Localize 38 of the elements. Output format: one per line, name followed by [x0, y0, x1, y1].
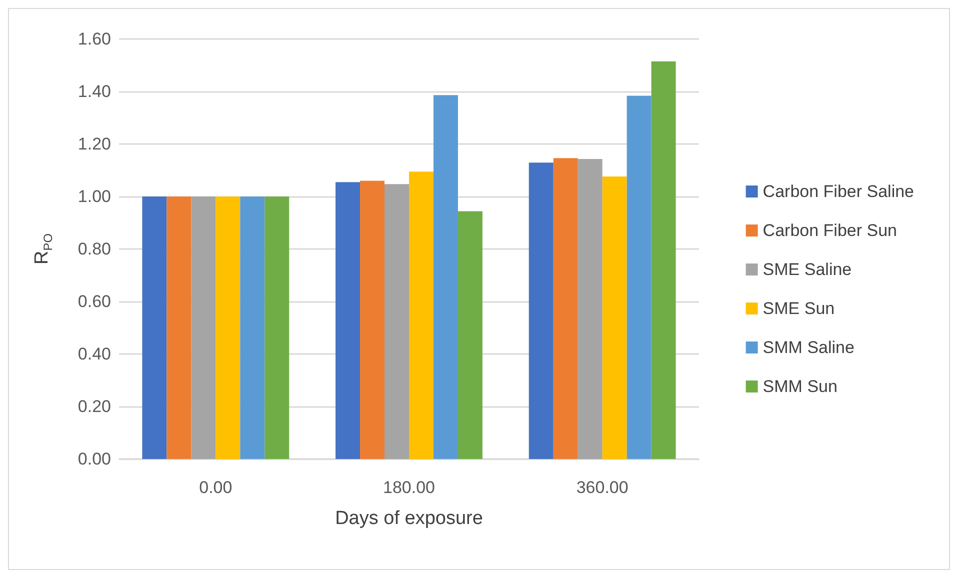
bar: [264, 196, 290, 459]
x-axis-title: Days of exposure: [335, 508, 483, 529]
bar: [553, 158, 578, 459]
bar: [458, 211, 482, 459]
bar: [384, 184, 409, 459]
legend-label: Carbon Fiber Saline: [762, 182, 914, 201]
y-tick-label: 0.00: [78, 450, 111, 468]
bar: [336, 182, 360, 459]
bar: [240, 196, 265, 459]
bar: [578, 158, 602, 459]
y-tick-label: 0.40: [78, 344, 111, 364]
y-tick-label: 1.20: [78, 134, 111, 154]
x-tick-label: 360.00: [576, 478, 628, 497]
legend-label: SME Saline: [762, 260, 852, 279]
x-tick-label: 180.00: [383, 478, 435, 497]
bar: [651, 61, 676, 459]
legend-label: Carbon Fiber Sun: [762, 221, 897, 240]
legend-label: SME Sun: [762, 299, 835, 318]
y-tick-label: 1.00: [78, 187, 111, 206]
y-tick-label: 1.60: [78, 30, 111, 48]
bar: [360, 180, 385, 459]
y-tick-label: 0.60: [78, 292, 111, 311]
bar: [528, 162, 554, 459]
bar: [602, 176, 627, 459]
bar: [216, 196, 240, 459]
bar: [191, 196, 216, 459]
x-tick-label: 0.00: [199, 478, 232, 497]
y-tick-label: 1.40: [78, 82, 111, 101]
bar: [142, 196, 167, 459]
bar: [166, 196, 192, 459]
legend-label: SMM Sun: [762, 377, 838, 396]
bar: [433, 95, 458, 459]
legend-label: SMM Saline: [762, 338, 854, 357]
y-tick-label: 0.80: [78, 240, 111, 258]
y-tick-label: 0.20: [78, 397, 111, 416]
bar: [626, 96, 652, 459]
bar: [409, 172, 434, 459]
y-axis-title: RPO: [32, 233, 55, 265]
